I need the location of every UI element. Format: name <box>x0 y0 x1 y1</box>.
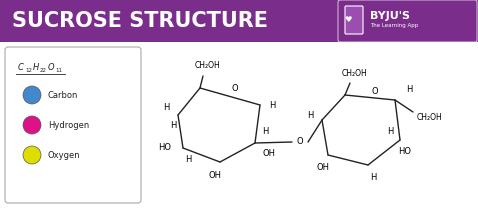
Text: CH₂OH: CH₂OH <box>417 113 443 122</box>
Circle shape <box>23 116 41 134</box>
FancyBboxPatch shape <box>0 0 478 42</box>
Text: CH₂OH: CH₂OH <box>195 61 221 70</box>
Text: OH: OH <box>262 149 275 158</box>
Text: H: H <box>262 126 268 135</box>
Text: C: C <box>18 64 24 73</box>
Text: H: H <box>307 111 313 120</box>
Text: 11: 11 <box>55 69 62 74</box>
Text: H: H <box>33 64 39 73</box>
Text: SUCROSE STRUCTURE: SUCROSE STRUCTURE <box>12 11 268 31</box>
Text: Oxygen: Oxygen <box>48 150 81 159</box>
Circle shape <box>23 146 41 164</box>
Text: O: O <box>372 87 378 96</box>
Text: O: O <box>232 84 239 93</box>
Text: HO: HO <box>399 148 412 157</box>
FancyBboxPatch shape <box>345 6 363 34</box>
Text: Hydrogen: Hydrogen <box>48 121 89 130</box>
Text: H: H <box>370 173 376 182</box>
Text: H: H <box>406 85 412 94</box>
Text: CH₂OH: CH₂OH <box>342 69 368 78</box>
Text: H: H <box>269 101 275 110</box>
Text: The Learning App: The Learning App <box>370 23 418 28</box>
Text: BYJU'S: BYJU'S <box>370 11 410 21</box>
Text: OH: OH <box>208 172 221 181</box>
FancyBboxPatch shape <box>5 47 141 203</box>
Text: H: H <box>170 121 176 130</box>
Text: O: O <box>297 138 304 147</box>
Text: O: O <box>48 64 54 73</box>
Text: H: H <box>387 127 393 136</box>
FancyBboxPatch shape <box>338 0 477 42</box>
Circle shape <box>23 86 41 104</box>
Text: H: H <box>185 155 191 164</box>
Text: OH: OH <box>316 163 329 172</box>
Text: HO: HO <box>159 144 172 153</box>
Text: 22: 22 <box>40 69 47 74</box>
Text: 12: 12 <box>25 69 32 74</box>
Text: Carbon: Carbon <box>48 90 78 99</box>
Text: ♥: ♥ <box>344 15 352 24</box>
Text: H: H <box>163 102 169 111</box>
